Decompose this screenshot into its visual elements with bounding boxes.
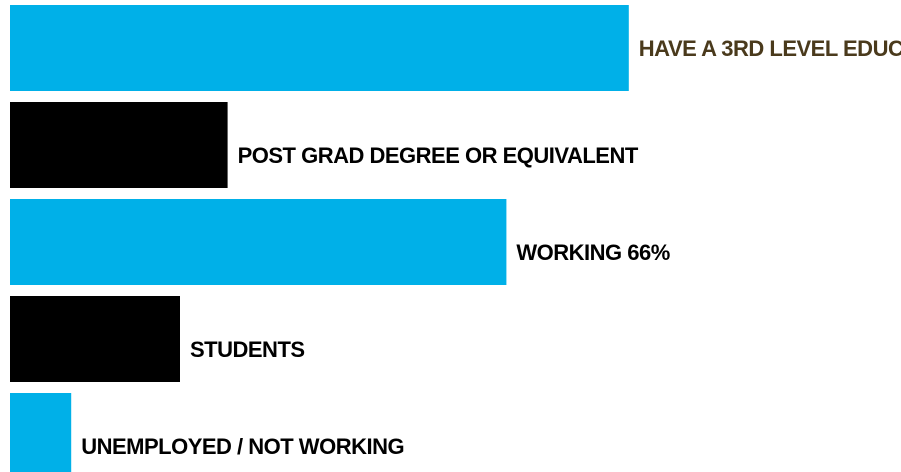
bar-label-1: Have a 3rd Level Education	[639, 36, 901, 61]
bars-group	[10, 5, 629, 472]
bar-label-2: POST GRAD DEGREE OR EQUIVALENT	[238, 143, 639, 168]
bar-label-4: STUDENTS	[190, 337, 305, 362]
bar-label-3: WORKING 66%	[516, 240, 669, 265]
bar-2	[10, 102, 228, 188]
bar-label-5: UNEMPLOYED / NOT WORKING	[81, 434, 404, 459]
bar-5	[10, 393, 72, 472]
bar-1	[10, 5, 629, 91]
labels-group: Have a 3rd Level Education POST GRAD DEGR…	[81, 36, 901, 459]
bar-4	[10, 296, 180, 382]
bar-3	[10, 199, 507, 285]
